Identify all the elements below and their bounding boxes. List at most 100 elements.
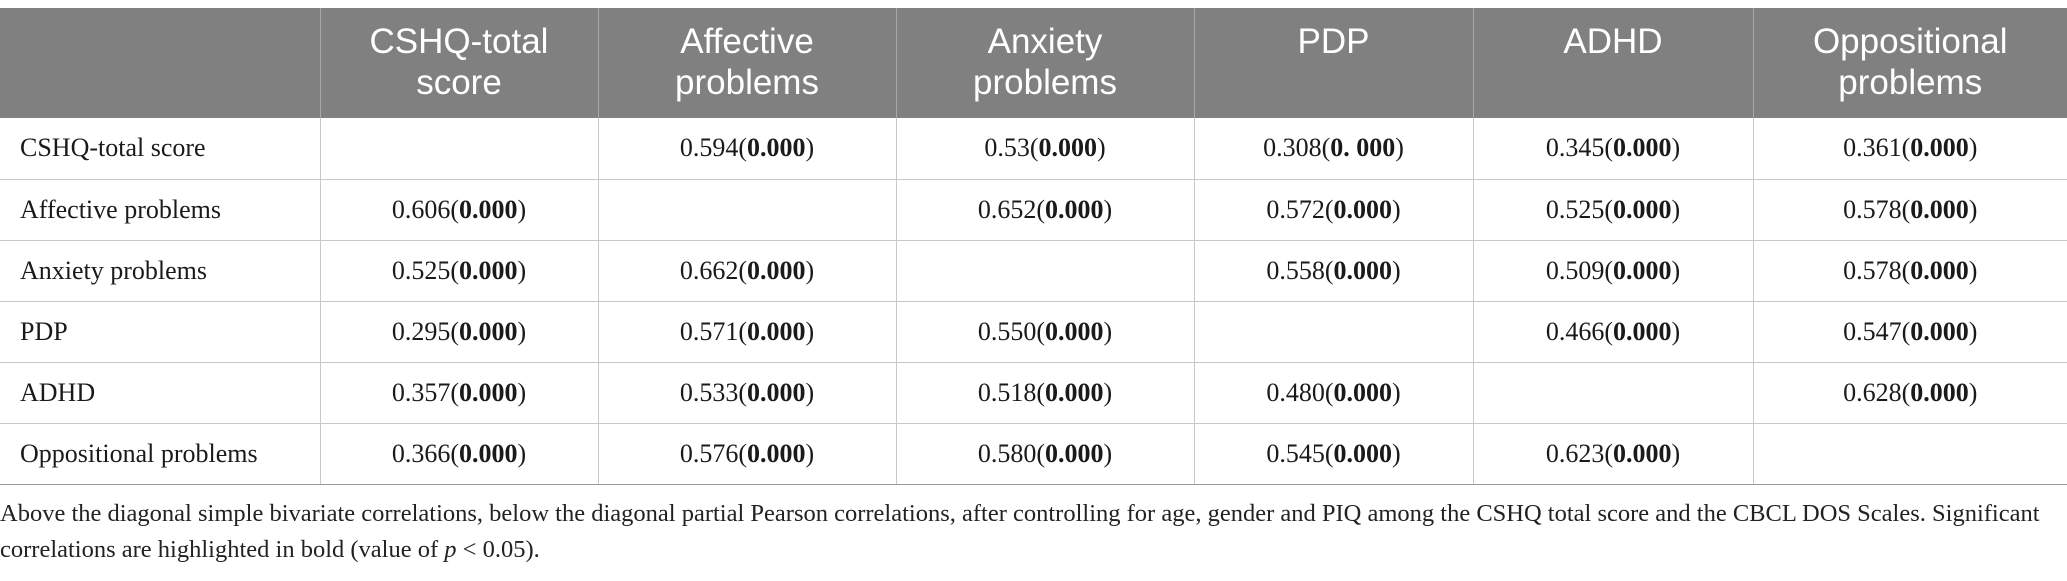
p-value: 0.000: [1910, 255, 1969, 285]
correlation-value: 0.53: [984, 133, 1030, 163]
correlation-cell: 0.525(0.000): [1472, 179, 1753, 241]
correlation-cell: 0.550(0.000): [895, 301, 1194, 363]
correlation-cell: 0.652(0.000): [895, 179, 1194, 241]
correlation-cell: 0.578(0.000): [1752, 179, 2067, 241]
header-corner-cell: [0, 8, 320, 118]
p-value: 0.000: [1045, 316, 1104, 346]
row-label: ADHD: [0, 362, 320, 424]
correlation-cell: 0.628(0.000): [1752, 362, 2067, 424]
row-label: Oppositional problems: [0, 423, 320, 485]
column-header: ADHD: [1472, 8, 1753, 118]
correlation-value: 0.606: [391, 194, 451, 224]
table-row: Affective problems 0.606(0.000) 0.652(0.00…: [0, 179, 2067, 241]
p-value: 0.000: [459, 194, 518, 224]
p-value: 0.000: [1613, 194, 1672, 224]
p-value: 0.000: [747, 255, 806, 285]
correlation-cell: 0.509(0.000): [1472, 240, 1753, 302]
table-row: CSHQ-total score 0.594(0.000) 0.53(0.000) 0…: [0, 118, 2067, 180]
correlation-value: 0.578: [1843, 255, 1902, 285]
column-header-line1: PDP: [1297, 22, 1370, 61]
correlation-cell: 0.576(0.000): [597, 423, 896, 485]
p-value: 0.000: [747, 377, 806, 407]
correlation-value: 0.594: [679, 133, 739, 163]
correlation-cell: 0.623(0.000): [1472, 423, 1753, 485]
correlation-cell: 0.361(0.000): [1752, 118, 2067, 180]
correlation-value: 0.525: [1545, 194, 1605, 224]
column-header: Oppositional problems: [1752, 8, 2067, 118]
correlation-value: 0.558: [1266, 255, 1325, 285]
p-value: 0.000: [1333, 194, 1393, 224]
diagonal-empty-cell: [1472, 362, 1753, 424]
row-label: Affective problems: [0, 179, 320, 241]
p-value: 0.000: [1038, 133, 1098, 163]
correlation-value: 0.652: [977, 194, 1037, 224]
p-value: 0.000: [459, 377, 518, 407]
correlation-value: 0.361: [1843, 133, 1902, 163]
table-row: ADHD 0.357(0.000) 0.533(0.000) 0.518(0.000)…: [0, 362, 2067, 424]
correlation-value: 0.628: [1843, 377, 1902, 407]
column-header: Affective problems: [597, 8, 896, 118]
correlation-cell: 0.525(0.000): [319, 240, 598, 302]
correlation-value: 0.662: [679, 255, 739, 285]
correlation-cell: 0.662(0.000): [597, 240, 896, 302]
correlation-cell: 0.357(0.000): [319, 362, 598, 424]
correlation-cell: 0.308(0. 000): [1193, 118, 1473, 180]
footnote-threshold: < 0.05).: [456, 536, 540, 563]
correlation-cell: 0.533(0.000): [597, 362, 896, 424]
correlation-value: 0.366: [391, 438, 451, 468]
correlation-value: 0.295: [391, 316, 451, 346]
row-label: PDP: [0, 301, 320, 363]
p-value: 0.000: [1045, 194, 1104, 224]
column-header-line1: Oppositional: [1812, 22, 2008, 61]
p-value: 0.000: [459, 438, 518, 468]
correlation-value: 0.466: [1545, 316, 1605, 346]
footnote-p-symbol: p: [444, 536, 457, 563]
correlation-value: 0.509: [1545, 255, 1605, 285]
p-value: 0.000: [1045, 377, 1104, 407]
column-header: Anxiety problems: [895, 8, 1194, 118]
diagonal-empty-cell: [1752, 423, 2067, 485]
column-header-line2: score: [416, 63, 502, 102]
column-header: CSHQ-total score: [319, 8, 598, 118]
correlation-value: 0.533: [679, 377, 739, 407]
correlation-cell: 0.571(0.000): [597, 301, 896, 363]
correlation-cell: 0.345(0.000): [1472, 118, 1753, 180]
row-label: Anxiety problems: [0, 240, 320, 302]
correlation-cell: 0.606(0.000): [319, 179, 598, 241]
header-row: CSHQ-total score Affective problems Anxiety p…: [0, 8, 2067, 118]
correlation-value: 0.308: [1263, 133, 1322, 163]
correlation-value: 0.576: [679, 438, 739, 468]
column-header-line1: ADHD: [1563, 22, 1663, 61]
correlation-cell: 0.578(0.000): [1752, 240, 2067, 302]
diagonal-empty-cell: [319, 118, 598, 180]
correlation-cell: 0.518(0.000): [895, 362, 1194, 424]
p-value: 0.000: [1613, 255, 1672, 285]
column-header-line1: Affective: [680, 22, 814, 61]
column-header-line1: CSHQ-total: [369, 22, 549, 61]
column-header: PDP: [1193, 8, 1473, 118]
correlation-value: 0.518: [977, 377, 1037, 407]
p-value: 0.000: [1333, 255, 1393, 285]
table-footnote: Above the diagonal simple bivariate corr…: [0, 496, 2040, 568]
table-row: Anxiety problems 0.525(0.000) 0.662(0.000)…: [0, 240, 2067, 302]
p-value: 0.000: [459, 316, 518, 346]
correlation-cell: 0.295(0.000): [319, 301, 598, 363]
p-value: 0.000: [747, 316, 806, 346]
correlation-value: 0.480: [1266, 377, 1325, 407]
correlation-value: 0.357: [391, 377, 451, 407]
p-value: 0.000: [1045, 438, 1104, 468]
p-value: 0.000: [747, 438, 806, 468]
correlation-cell: 0.572(0.000): [1193, 179, 1473, 241]
correlation-cell: 0.558(0.000): [1193, 240, 1473, 302]
correlation-cell: 0.366(0.000): [319, 423, 598, 485]
p-value: 0.000: [1910, 377, 1969, 407]
correlation-value: 0.525: [391, 255, 451, 285]
correlation-value: 0.571: [679, 316, 739, 346]
p-value: 0.000: [1333, 438, 1393, 468]
diagonal-empty-cell: [895, 240, 1194, 302]
correlation-cell: 0.580(0.000): [895, 423, 1194, 485]
column-header-line2: problems: [675, 63, 819, 102]
correlation-value: 0.547: [1843, 316, 1902, 346]
p-value: 0.000: [1613, 438, 1672, 468]
p-value: 0.000: [1333, 377, 1393, 407]
